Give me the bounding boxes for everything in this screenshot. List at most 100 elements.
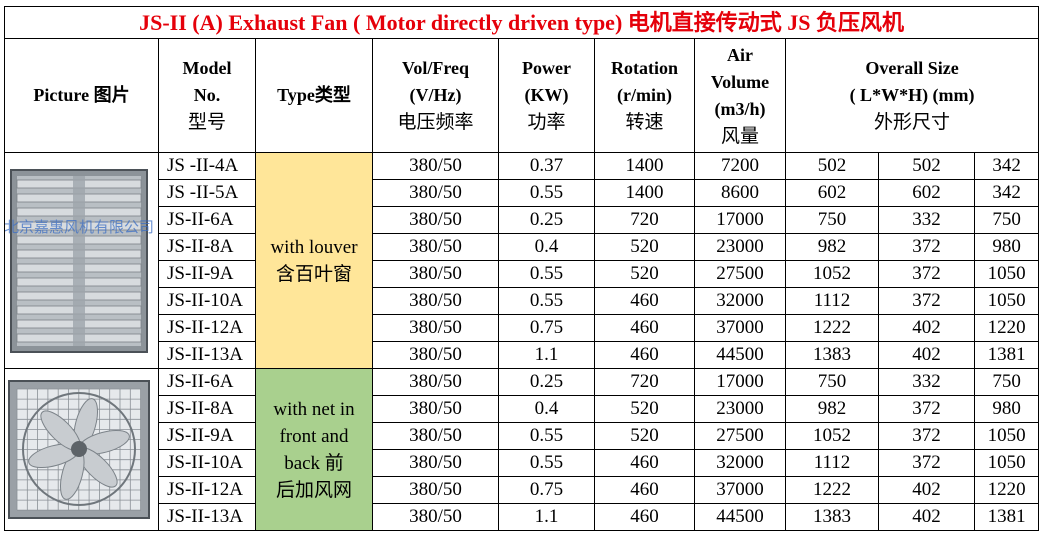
net-exhaust-fan-photo (8, 380, 150, 519)
rotation-cell: 1400 (594, 179, 695, 207)
power-cell: 1.1 (498, 503, 595, 531)
header-volfreq: Vol/Freq (V/Hz) 电压频率 (372, 38, 499, 153)
height-cell: 980 (973, 395, 1040, 423)
rotation-cell: 720 (594, 368, 695, 396)
length-cell: 1052 (785, 260, 879, 288)
height-cell: 980 (973, 233, 1040, 261)
table-row: 北京嘉惠风机有限公司 JS -II-4A with louver 含百叶窗 380/5… (4, 152, 1040, 369)
rotation-cell: 460 (594, 287, 695, 315)
height-cell: 1381 (973, 503, 1040, 531)
rotation-cell: 720 (594, 206, 695, 234)
volfreq-cell: 380/50 (372, 503, 499, 531)
header-rotation: Rotation (r/min) 转速 (594, 38, 695, 153)
picture-cell (4, 368, 159, 531)
power-cell: 0.55 (498, 287, 595, 315)
volfreq-cell: 380/50 (372, 341, 499, 369)
net-group: JS-II-6A with net in front and back 前后加风网 38… (4, 368, 1040, 531)
width-cell: 372 (878, 233, 975, 261)
power-cell: 0.37 (498, 152, 595, 180)
air-volume-cell: 44500 (694, 503, 786, 531)
volfreq-cell: 380/50 (372, 422, 499, 450)
table-row: JS-II-12A 380/50 0.75 460 37000 1222 402 1220 (5, 314, 1040, 342)
model-cell: JS-II-6A (158, 206, 256, 234)
type-cell: with louver 含百叶窗 (255, 152, 373, 369)
header-model: Model No. 型号 (158, 38, 256, 153)
table-row: JS-II-10A 380/50 0.55 460 32000 1112 372 1050 (5, 287, 1040, 315)
rotation-cell: 460 (594, 314, 695, 342)
header-size-line2: ( L*W*H) (mm) (849, 85, 975, 105)
volfreq-cell: 380/50 (372, 179, 499, 207)
volfreq-cell: 380/50 (372, 368, 499, 396)
length-cell: 1383 (785, 503, 879, 531)
header-air-line3: (m3/h) (714, 98, 766, 119)
width-cell: 402 (878, 314, 975, 342)
length-cell: 750 (785, 206, 879, 234)
length-cell: 750 (785, 368, 879, 396)
air-volume-cell: 23000 (694, 395, 786, 423)
type-label-line: 含百叶窗 (275, 263, 352, 285)
header-power-line1: Power (522, 58, 571, 78)
width-cell: 332 (878, 206, 975, 234)
header-picture: Picture 图片 (4, 38, 159, 153)
model-cell: JS-II-6A (158, 368, 256, 396)
width-cell: 372 (878, 422, 975, 450)
header-volfreq-line2: (V/Hz) (409, 85, 462, 105)
header-rotation-line2: (r/min) (617, 85, 672, 105)
model-cell: JS-II-9A (158, 422, 256, 450)
volfreq-cell: 380/50 (372, 395, 499, 423)
length-cell: 602 (785, 179, 879, 207)
air-volume-cell: 32000 (694, 287, 786, 315)
power-cell: 0.25 (498, 368, 595, 396)
length-cell: 982 (785, 395, 879, 423)
height-cell: 1381 (973, 341, 1040, 369)
header-air-line4: 风量 (720, 125, 759, 147)
power-cell: 0.55 (498, 422, 595, 450)
table-row: JS-II-9A 380/50 0.55 520 27500 1052 372 1050 (5, 422, 1040, 450)
model-cell: JS -II-5A (158, 179, 256, 207)
width-cell: 372 (878, 395, 975, 423)
air-volume-cell: 27500 (694, 260, 786, 288)
air-volume-cell: 44500 (694, 341, 786, 369)
table-row: JS-II-13A 380/50 1.1 460 44500 1383 402 1381 (5, 341, 1040, 369)
height-cell: 1220 (973, 476, 1040, 504)
type-label-line: with net in (273, 398, 355, 420)
rotation-cell: 520 (594, 233, 695, 261)
air-volume-cell: 17000 (694, 206, 786, 234)
power-cell: 0.4 (498, 233, 595, 261)
air-volume-cell: 27500 (694, 422, 786, 450)
width-cell: 502 (878, 152, 975, 180)
header-model-line3: 型号 (187, 112, 226, 133)
power-cell: 0.4 (498, 395, 595, 423)
air-volume-cell: 23000 (694, 233, 786, 261)
header-volfreq-line1: Vol/Freq (401, 58, 469, 78)
type-label-line: back 前 (284, 452, 344, 474)
spec-table: JS-II (A) Exhaust Fan ( Motor directly d… (3, 6, 1040, 531)
width-cell: 372 (878, 260, 975, 288)
air-volume-cell: 37000 (694, 314, 786, 342)
rotation-cell: 460 (594, 449, 695, 477)
power-cell: 0.75 (498, 476, 595, 504)
width-cell: 372 (878, 287, 975, 315)
rotation-cell: 520 (594, 422, 695, 450)
model-cell: JS-II-8A (158, 395, 256, 423)
table-row: JS-II-6A with net in front and back 前后加风网 38… (4, 368, 1040, 531)
header-volfreq-line3: 电压频率 (397, 112, 474, 133)
height-cell: 1050 (973, 422, 1040, 450)
table-row: JS-II-9A 380/50 0.55 520 27500 1052 372 1050 (5, 260, 1040, 288)
volfreq-cell: 380/50 (372, 260, 499, 288)
header-power: Power (KW) 功率 (498, 38, 595, 153)
width-cell: 602 (878, 179, 975, 207)
volfreq-cell: 380/50 (372, 314, 499, 342)
rotation-cell: 460 (594, 476, 695, 504)
spec-sheet: JS-II (A) Exhaust Fan ( Motor directly d… (3, 6, 1040, 531)
air-volume-cell: 37000 (694, 476, 786, 504)
height-cell: 750 (973, 368, 1040, 396)
volfreq-cell: 380/50 (372, 449, 499, 477)
header-air-volume: Air Volume (m3/h) 风量 (694, 38, 786, 153)
height-cell: 1050 (973, 260, 1040, 288)
header-power-line2: (KW) (524, 85, 569, 105)
length-cell: 1383 (785, 341, 879, 369)
header-size-line3: 外形尺寸 (874, 112, 951, 133)
header-model-line2: No. (193, 85, 221, 105)
table-row: JS-II-13A 380/50 1.1 460 44500 1383 402 1381 (5, 503, 1040, 531)
